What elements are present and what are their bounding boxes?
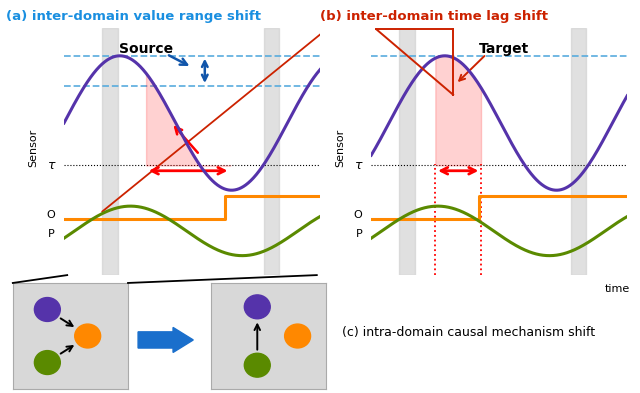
Text: (a) inter-domain value range shift: (a) inter-domain value range shift <box>6 10 261 23</box>
Text: (b) inter-domain time lag shift: (b) inter-domain time lag shift <box>320 10 548 23</box>
Text: (c) intra-domain causal mechanism shift: (c) intra-domain causal mechanism shift <box>342 325 596 339</box>
Text: Source: Source <box>119 42 173 56</box>
Text: P: P <box>48 230 55 239</box>
Circle shape <box>244 353 270 377</box>
FancyArrow shape <box>138 327 193 353</box>
Bar <box>264 28 279 275</box>
Circle shape <box>35 298 60 321</box>
Text: τ: τ <box>47 159 55 172</box>
Text: time: time <box>298 284 323 294</box>
Text: Target: Target <box>479 42 529 56</box>
Circle shape <box>75 324 100 348</box>
Text: P: P <box>355 230 362 239</box>
Bar <box>571 28 586 275</box>
Text: time: time <box>605 284 630 294</box>
Text: Sensor: Sensor <box>28 129 38 167</box>
Circle shape <box>244 295 270 319</box>
Text: Sensor: Sensor <box>335 129 346 167</box>
Bar <box>399 28 415 275</box>
Text: τ: τ <box>355 159 362 172</box>
Text: O: O <box>353 210 362 220</box>
Circle shape <box>35 351 60 375</box>
Text: O: O <box>46 210 55 220</box>
Bar <box>102 28 118 275</box>
Circle shape <box>285 324 310 348</box>
